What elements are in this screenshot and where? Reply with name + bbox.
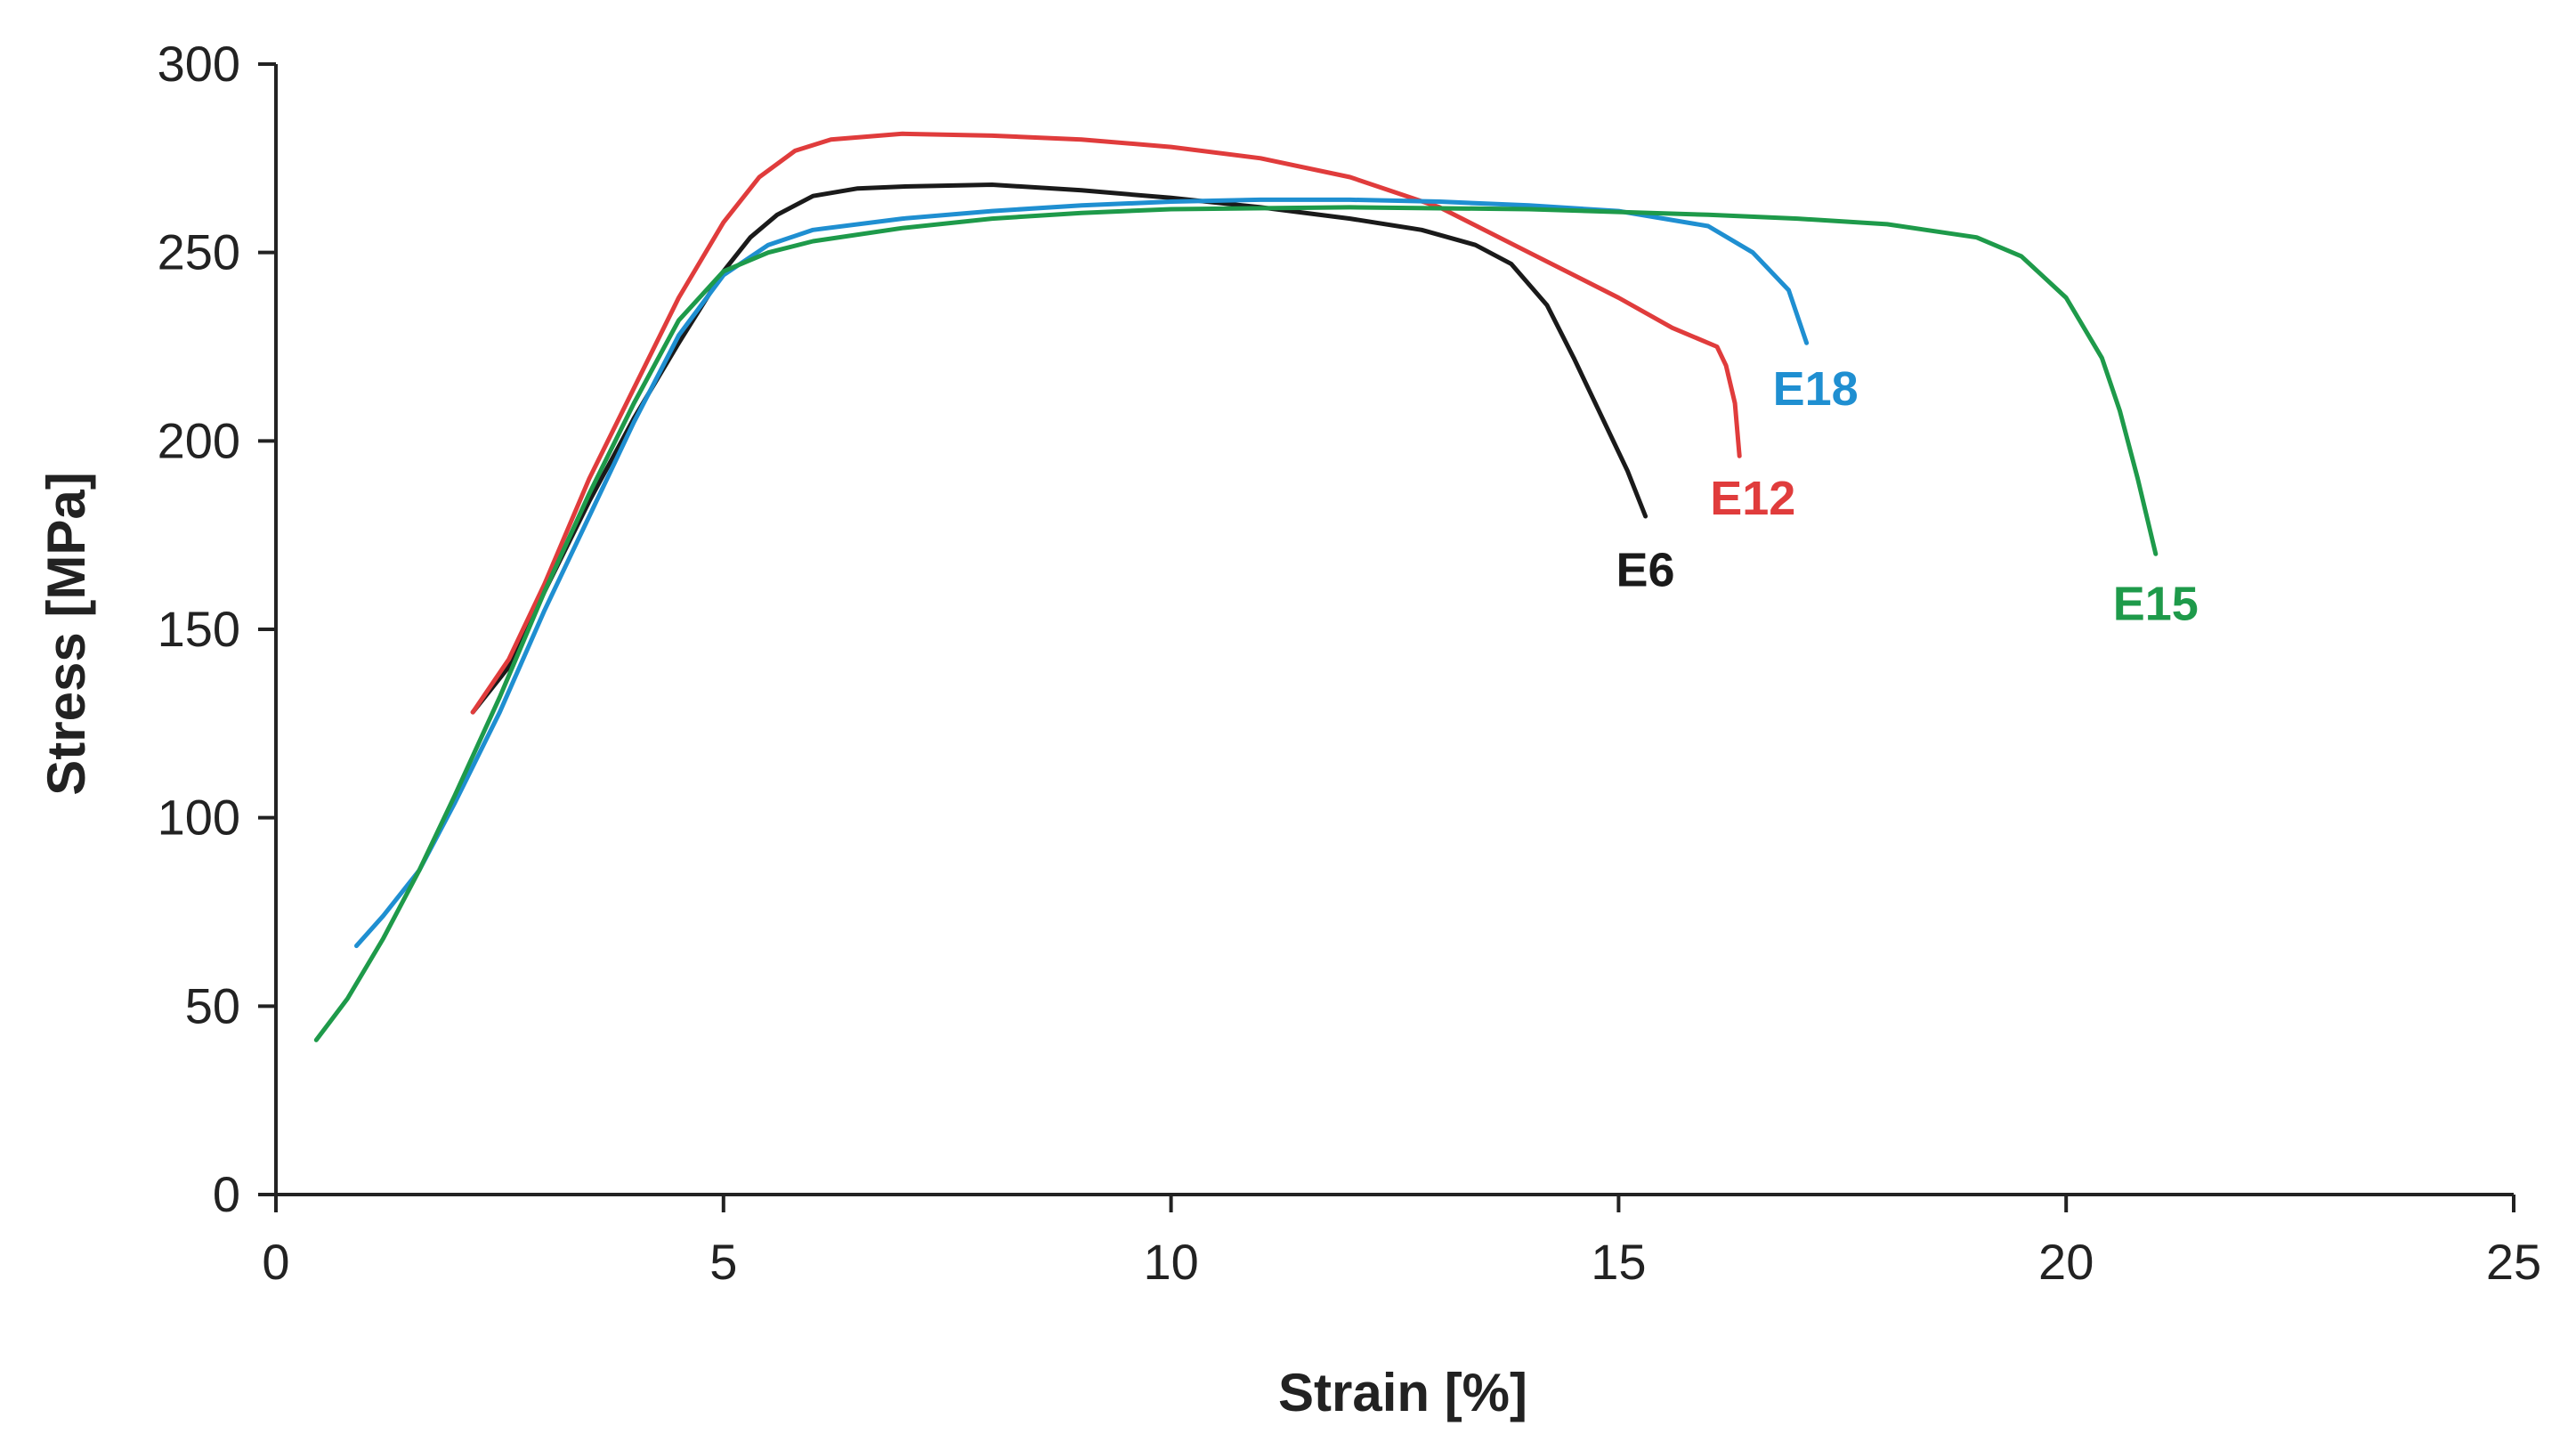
series-label-e6: E6 [1616, 543, 1675, 596]
y-tick-label: 200 [158, 412, 240, 468]
y-axis-title: Stress [MPa] [36, 472, 96, 795]
x-tick-label: 20 [2038, 1234, 2094, 1290]
x-axis-title: Strain [%] [1278, 1363, 1527, 1422]
x-tick-label: 10 [1143, 1234, 1198, 1290]
y-tick-label: 300 [158, 36, 240, 92]
y-tick-label: 250 [158, 224, 240, 280]
series-line-e12 [470, 131, 1742, 715]
series-labels: E6 E12 E18 E15 [1616, 362, 2199, 630]
series-label-e12: E12 [1710, 472, 1795, 525]
y-tick-label: 100 [158, 790, 240, 846]
y-tick-label: 150 [158, 601, 240, 657]
series-layer [313, 131, 2159, 1042]
y-tick-label: 50 [185, 977, 240, 1033]
x-tick-label: 5 [709, 1234, 737, 1290]
x-tick-label: 25 [2486, 1234, 2541, 1290]
x-tick-label: 15 [1591, 1234, 1646, 1290]
x-tick-label: 0 [262, 1234, 289, 1290]
series-label-e18: E18 [1773, 362, 1859, 416]
series-line-e18 [354, 197, 1810, 949]
series-line-e15 [313, 205, 2159, 1042]
series-line-e6 [470, 182, 1648, 715]
y-tick-label: 0 [213, 1166, 240, 1222]
series-label-e15: E15 [2113, 577, 2199, 630]
